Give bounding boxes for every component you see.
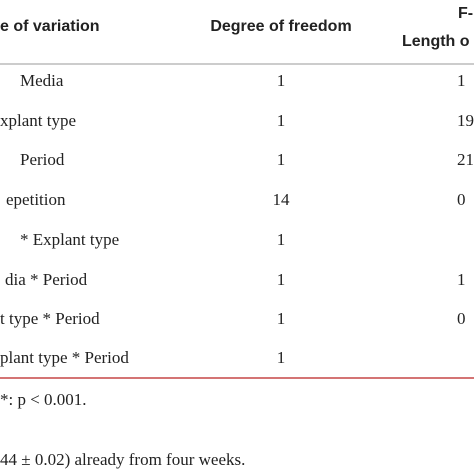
df-cell: 14 xyxy=(273,190,291,209)
f-cell: 0 xyxy=(457,309,466,328)
df-cell: 1 xyxy=(277,230,286,249)
header-length: Length o xyxy=(402,33,470,50)
df-cell: 1 xyxy=(277,71,286,90)
row-label: Period xyxy=(20,150,65,169)
header-f: F- xyxy=(458,5,473,22)
body-text: 44 ± 0.02) already from four weeks. xyxy=(0,450,245,469)
f-cell: 21 xyxy=(457,150,474,169)
footnote: *: p < 0.001. xyxy=(0,390,87,409)
df-cell: 1 xyxy=(277,270,286,289)
row-label: dia * Period xyxy=(5,270,88,289)
df-cell: 1 xyxy=(277,111,286,130)
header-df: Degree of freedom xyxy=(210,18,351,35)
f-cell: 19 xyxy=(457,111,474,130)
row-label: xplant type xyxy=(0,111,76,130)
row-label: plant type * Period xyxy=(0,348,129,367)
df-cell: 1 xyxy=(277,150,286,169)
df-cell: 1 xyxy=(277,348,286,367)
f-cell: 1 xyxy=(457,71,466,90)
row-label: * Explant type xyxy=(20,230,119,249)
f-cell: 0 xyxy=(457,190,466,209)
table-body: Media 1 1 xplant type 1 19 Period 1 21 epetition 1… xyxy=(0,71,474,367)
header-source: e of variation xyxy=(0,18,100,35)
df-cell: 1 xyxy=(277,309,286,328)
row-label: t type * Period xyxy=(0,309,100,328)
row-label: epetition xyxy=(6,190,66,209)
f-cell: 1 xyxy=(457,270,466,289)
row-label: Media xyxy=(20,71,64,90)
